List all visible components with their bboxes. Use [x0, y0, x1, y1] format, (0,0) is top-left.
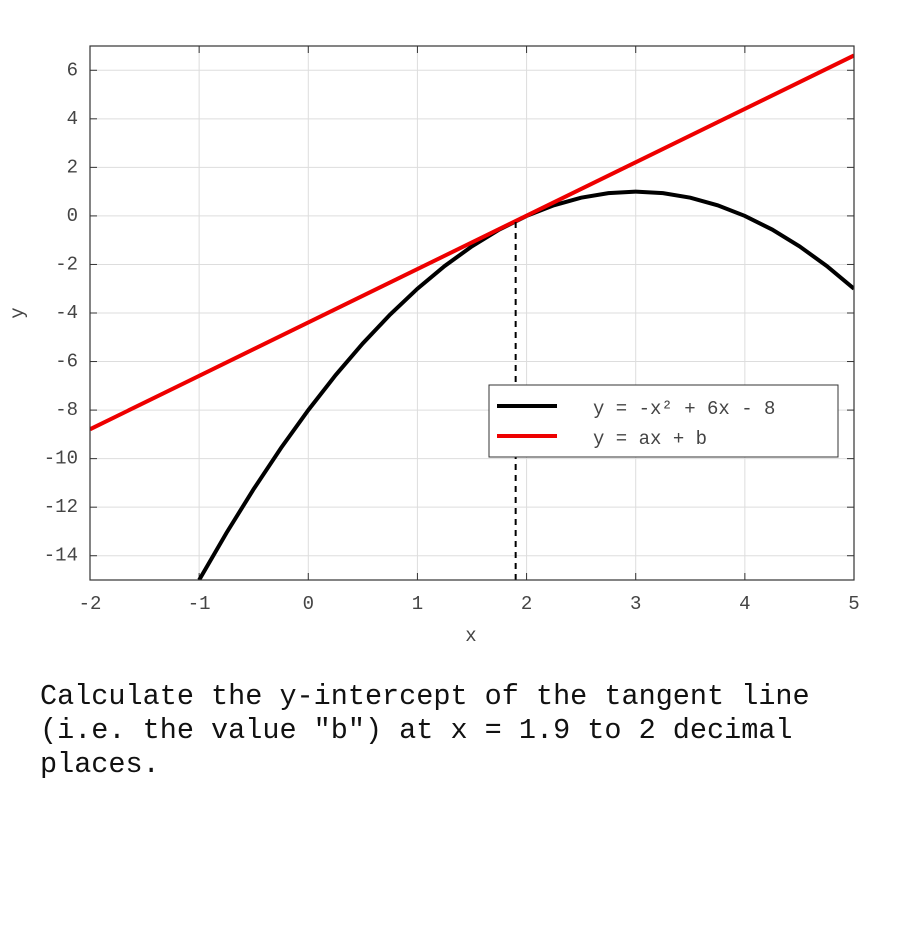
y-axis-label: y	[7, 307, 29, 318]
x-tick-label: 5	[848, 593, 859, 615]
x-axis-label: x	[465, 625, 476, 647]
x-tick-label: 4	[739, 593, 750, 615]
question: Calculate the y-intercept of the tangent…	[40, 680, 810, 781]
plot-frame	[89, 45, 855, 581]
series-line	[90, 53, 854, 432]
y-tick-label: 0	[67, 205, 78, 227]
legend-box	[488, 384, 839, 458]
x-tick-label: 0	[303, 593, 314, 615]
y-tick-label: -2	[55, 253, 78, 275]
y-tick-label: -12	[44, 496, 78, 518]
legend-label: y = -x² + 6x - 8	[593, 398, 775, 420]
legend-label: y = ax + b	[593, 428, 707, 450]
y-tick-label: 4	[67, 108, 78, 130]
y-tick-label: -8	[55, 399, 78, 421]
x-tick-label: 2	[521, 593, 532, 615]
x-tick-label: -1	[188, 593, 211, 615]
x-tick-label: 3	[630, 593, 641, 615]
x-tick-label: -2	[79, 593, 102, 615]
y-tick-label: -4	[55, 302, 78, 324]
y-tick-label: -10	[44, 448, 78, 470]
y-tick-label: -6	[55, 351, 78, 373]
y-tick-label: 6	[67, 59, 78, 81]
y-tick-label: -14	[44, 545, 78, 567]
x-tick-label: 1	[412, 593, 423, 615]
y-tick-label: 2	[67, 156, 78, 178]
